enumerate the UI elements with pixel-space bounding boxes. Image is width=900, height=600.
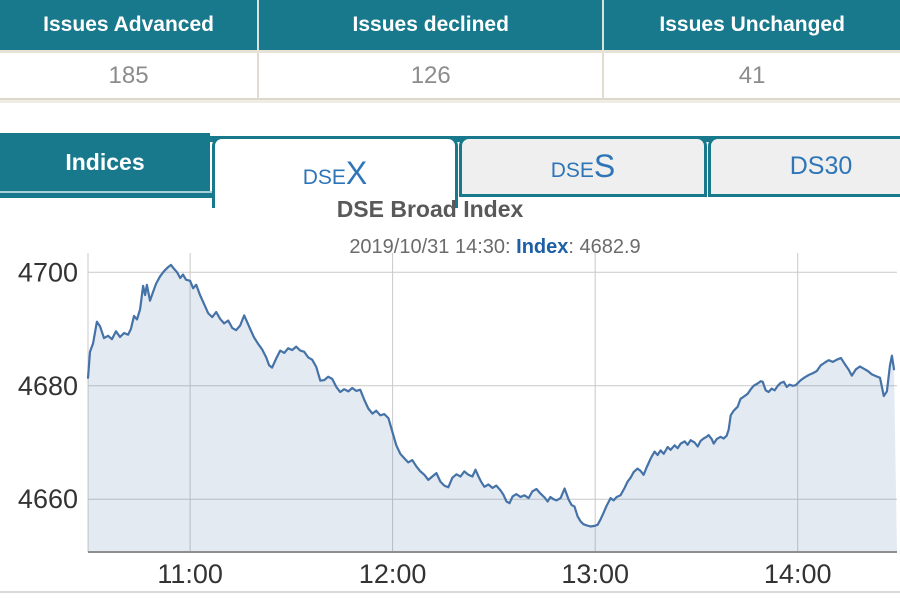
tab-ds30[interactable]: DS30 (708, 136, 900, 197)
svg-text:11:00: 11:00 (157, 559, 223, 589)
indices-label-text: Indices (65, 148, 145, 175)
issues-header-row: Issues Advanced Issues declined Issues U… (0, 0, 900, 50)
chart-subtitle-index-label: Index (516, 236, 569, 258)
issues-declined-header: Issues declined (257, 0, 603, 50)
tab-dsex-label: DSEX (302, 155, 368, 191)
tab-dses[interactable]: DSES (459, 136, 707, 197)
svg-text:14:00: 14:00 (764, 559, 832, 589)
svg-text:13:00: 13:00 (561, 559, 629, 589)
indices-section-label: Indices (0, 133, 218, 198)
issues-declined-value: 126 (257, 53, 603, 100)
svg-text:4700: 4700 (18, 257, 78, 287)
index-line-chart[interactable]: 4660 4680 4700 11:00 12:00 13:00 14:00 (0, 202, 900, 600)
tab-dses-label: DSES (550, 148, 616, 184)
issues-unchanged-header: Issues Unchanged (602, 0, 900, 50)
svg-text:4660: 4660 (18, 484, 78, 514)
issues-value-row: 185 126 41 (0, 50, 900, 103)
tab-ds30-label: DS30 (789, 152, 853, 180)
chart-subtitle: 2019/10/31 14:30: Index: 4682.9 (90, 236, 900, 259)
issues-advanced-value: 185 (0, 53, 258, 100)
chart-subtitle-datetime: 2019/10/31 14:30: (349, 236, 517, 258)
issues-advanced-header: Issues Advanced (0, 0, 258, 50)
issues-unchanged-value: 41 (602, 53, 900, 100)
chart-title: DSE Broad Index (336, 196, 524, 222)
indices-tabbar: Indices DSEX DSES DS30 (0, 133, 900, 208)
bottom-divider (0, 591, 900, 593)
tab-dsex[interactable]: DSEX (212, 136, 458, 208)
chart-subtitle-index-value: : 4682.9 (568, 236, 641, 258)
issues-summary-table: Issues Advanced Issues declined Issues U… (0, 0, 900, 103)
svg-text:4680: 4680 (18, 371, 78, 401)
svg-text:12:00: 12:00 (359, 559, 427, 589)
